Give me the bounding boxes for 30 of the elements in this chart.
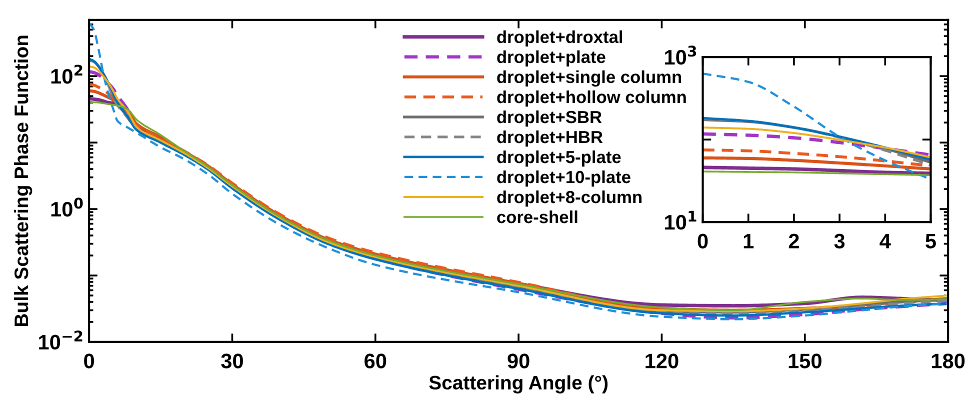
legend-label: droplet+hollow column — [497, 90, 686, 107]
x-tick-label: 180 — [932, 354, 965, 368]
x-axis-title: Scattering Angle (°) — [429, 375, 608, 394]
x-tick-label: 30 — [221, 354, 243, 368]
x-tick-label: 2 — [788, 234, 799, 248]
x-tick-label: 5 — [926, 234, 936, 248]
legend-label: droplet+HBR — [497, 130, 603, 147]
legend-label: droplet+SBR — [497, 110, 602, 127]
x-tick-label: 120 — [646, 354, 678, 368]
legend-label: droplet+10-plate — [497, 170, 630, 187]
x-tick-label: 0 — [84, 354, 94, 368]
x-tick-label: 1 — [744, 234, 754, 248]
legend-label: droplet+8-column — [497, 190, 642, 207]
x-tick-label: 4 — [880, 234, 891, 248]
y-tick-label: 10$^{1}$ — [665, 210, 696, 230]
legend-label: core-shell — [497, 210, 578, 224]
legend-label: droplet+single column — [497, 70, 682, 87]
x-tick-label: 60 — [364, 354, 386, 368]
x-tick-label: 90 — [508, 354, 530, 368]
y-axis-title: Bulk Scattering Phase Function — [14, 36, 32, 326]
y-tick-label: 10$^{−2}$ — [39, 330, 82, 350]
x-tick-label: 3 — [834, 234, 845, 249]
y-tick-label: 10$^{0}$ — [51, 198, 83, 217]
legend-label: droplet+droxtal — [497, 30, 622, 47]
legend-label: droplet+plate — [497, 50, 606, 67]
x-tick-label: 0 — [698, 234, 708, 248]
legend-label: droplet+5-plate — [497, 150, 621, 167]
y-tick-label: 10$^{3}$ — [665, 46, 696, 65]
x-tick-label: 150 — [788, 354, 822, 368]
y-tick-label: 10$^{2}$ — [51, 64, 82, 84]
